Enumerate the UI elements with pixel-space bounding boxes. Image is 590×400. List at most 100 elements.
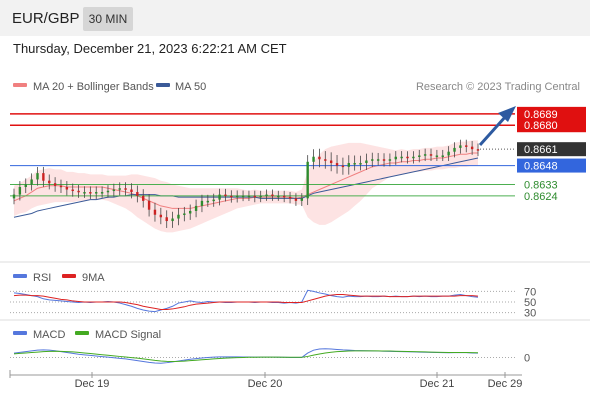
candle-body	[271, 194, 274, 197]
level-box-resistance	[517, 118, 586, 133]
candle-body	[282, 195, 286, 198]
bollinger-band-area	[14, 140, 478, 233]
ma20-line	[13, 152, 478, 209]
chart-panel	[0, 36, 590, 400]
time-tick-label: Dec 20	[248, 378, 283, 390]
level-label: 0.8680	[524, 120, 558, 132]
candle-body	[459, 145, 462, 148]
candle-body	[183, 213, 186, 215]
rsi-level-label: 50	[524, 297, 536, 309]
candle-body	[159, 214, 163, 218]
candle-body	[118, 188, 121, 190]
candle-body	[265, 194, 268, 197]
candle-body	[241, 195, 245, 198]
time-axis: Dec 19 Dec 20 Dec 21 Dec 29	[9, 370, 523, 390]
candle-body	[288, 197, 292, 199]
level-label: 0.8648	[524, 161, 558, 173]
candle-body	[412, 156, 415, 159]
candle-body	[435, 155, 439, 157]
macd-signal-legend-swatch	[75, 331, 89, 335]
ma50-line	[13, 157, 479, 218]
candle-body	[318, 156, 321, 160]
candle-body	[447, 151, 450, 156]
candle-body	[130, 189, 133, 193]
candles	[12, 139, 480, 228]
candle-body	[406, 156, 409, 159]
timestamp: Thursday, December 21, 2023 6:22:21 AM C…	[13, 41, 287, 56]
time-tick-label: Dec 19	[75, 378, 110, 390]
candle-body	[465, 145, 468, 147]
macd-signal-line	[13, 350, 479, 363]
candle-body	[53, 183, 57, 186]
rsi-legend-label: RSI	[33, 272, 51, 284]
ma20-legend-swatch	[13, 83, 27, 87]
candle-body	[65, 187, 69, 190]
candle-body	[230, 195, 233, 198]
candle-body	[200, 200, 204, 206]
ma50-legend-swatch	[156, 83, 170, 87]
candle-body	[300, 198, 303, 201]
level-label: 0.8633	[524, 179, 558, 191]
macd-panel: 0	[10, 348, 530, 364]
rsi-level-label: 70	[524, 286, 536, 298]
time-tick-label: Dec 21	[420, 378, 455, 390]
candle-body	[89, 192, 92, 194]
timeframe-button[interactable]: 30 MIN	[83, 7, 133, 31]
candle-body	[171, 218, 174, 222]
ma50-legend-label: MA 50	[175, 81, 206, 93]
candle-body	[153, 209, 157, 215]
candle-body	[24, 184, 27, 187]
candle-body	[476, 149, 480, 151]
bollinger-bands	[14, 140, 478, 233]
candle-body	[376, 159, 380, 161]
candle-body	[253, 195, 257, 198]
level-box-resistance	[517, 106, 586, 121]
candle-body	[218, 194, 221, 200]
candle-body	[124, 188, 127, 190]
candle-body	[206, 200, 210, 203]
rsi-line	[13, 289, 479, 313]
candle-body	[382, 159, 386, 161]
macd-signal-legend-label: MACD Signal	[95, 329, 161, 341]
candle-body	[324, 159, 327, 161]
candle-body	[112, 189, 116, 192]
candle-body	[142, 195, 145, 201]
rsi-ma-legend-swatch	[62, 274, 76, 278]
candle-body	[12, 194, 16, 199]
candle-body	[341, 165, 345, 168]
candle-body	[470, 146, 474, 150]
rsi-level-label: 30	[524, 308, 536, 320]
candle-body	[277, 195, 280, 198]
forecast-arrow	[478, 106, 516, 147]
candle-body	[335, 163, 339, 166]
level-label: 0.8689	[524, 109, 558, 121]
ma20-legend-label: MA 20 + Bollinger Bands	[33, 81, 154, 93]
candle-body	[194, 205, 198, 211]
candle-body	[294, 198, 298, 201]
macd-legend-label: MACD	[33, 329, 65, 341]
level-label: 0.8661	[524, 144, 558, 156]
candle-body	[95, 192, 98, 194]
time-tick-label: Dec 29	[488, 378, 523, 390]
candle-body	[212, 199, 215, 202]
macd-level-label: 0	[524, 352, 530, 364]
rsi-legend-swatch	[13, 274, 27, 278]
candle-body	[77, 190, 80, 193]
rsi-ma-legend-label: 9MA	[82, 272, 105, 284]
candle-body	[136, 192, 139, 196]
candle-body	[177, 214, 180, 219]
candle-body	[359, 163, 362, 165]
level-box-pivot	[517, 158, 586, 173]
macd-legend-swatch	[13, 331, 27, 335]
macd-line	[13, 348, 479, 364]
candle-body	[418, 155, 421, 157]
candle-body	[71, 189, 74, 192]
candle-body	[42, 173, 45, 181]
candle-body	[429, 154, 433, 156]
candle-body	[441, 155, 444, 157]
candle-body	[259, 195, 262, 198]
copyright-label: Research © 2023 Trading Central	[416, 81, 580, 93]
